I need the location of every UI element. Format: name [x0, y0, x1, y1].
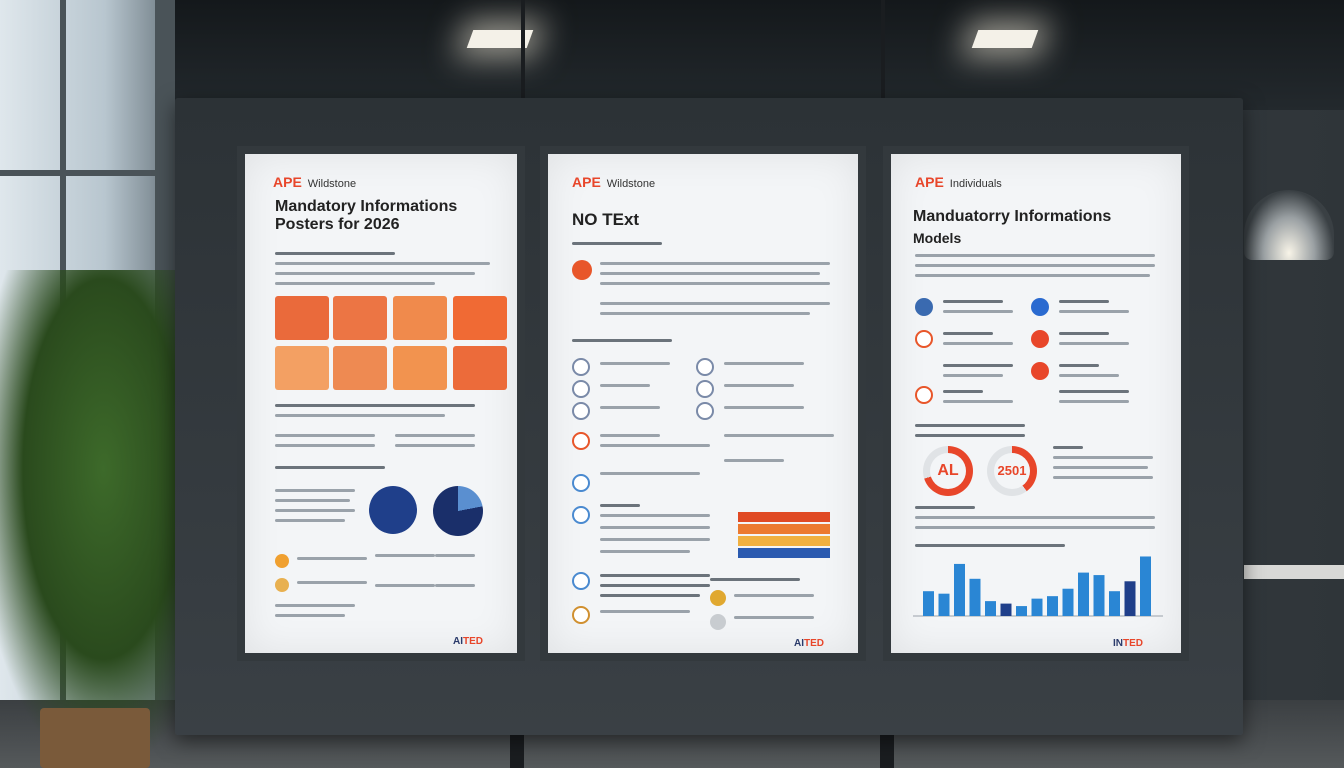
hanging-rod [881, 0, 885, 100]
chart-bar [923, 591, 934, 616]
info-tile [453, 346, 507, 390]
feature-icon [572, 260, 592, 280]
plant-pot [40, 708, 150, 768]
poster-title: NO TExt [572, 210, 640, 229]
chart-bar [1140, 556, 1151, 616]
chart-bar [1016, 606, 1027, 616]
pendant-lamp [1244, 190, 1334, 260]
chart-bar [938, 593, 950, 616]
info-tile [333, 346, 387, 390]
stacked-bar [738, 548, 830, 558]
info-tile [393, 346, 447, 390]
board-stand-leg [880, 735, 894, 768]
footer-logo: INTED [1113, 638, 1143, 649]
chart-bar [954, 563, 965, 616]
chart-bar [1000, 603, 1012, 616]
info-tile [275, 296, 329, 340]
gauge-ring: AL [923, 446, 973, 496]
chart-bar [969, 578, 981, 616]
bar-chart [913, 556, 1163, 617]
footer-logo: AITED [453, 636, 483, 647]
gauge-ring: 2501 [987, 446, 1037, 496]
stacked-bar [738, 536, 830, 546]
chart-bar [985, 601, 996, 616]
poster-title: Manduatorry Informations Models [913, 208, 1112, 247]
poster-frame-2: APE Wildstone NO TExt [540, 146, 866, 661]
background-desk [1244, 565, 1344, 579]
gauge-value: 2501 [994, 453, 1030, 489]
chart-bar [1124, 581, 1136, 616]
ceiling-light [971, 30, 1039, 48]
board-stand-leg [510, 735, 524, 768]
chart-bar [1047, 596, 1058, 616]
chart-bar [1031, 598, 1043, 616]
info-tile [275, 346, 329, 390]
info-tile [453, 296, 507, 340]
stacked-bar [738, 512, 830, 522]
poster-1: APE Wildstone Mandatory Informations Post… [245, 154, 517, 653]
stacked-bar [738, 524, 830, 534]
ceiling [0, 0, 1344, 110]
gauge-value: AL [930, 453, 966, 489]
footer-logo: AITED [794, 638, 824, 649]
chart-bar [1078, 572, 1089, 616]
poster-title: Mandatory Informations Posters for 2026 [275, 198, 458, 234]
chart-bar [1093, 575, 1105, 616]
poster-brand: APE Individuals [915, 174, 1002, 190]
poster-3: APE Individuals Manduatorry Informations … [891, 154, 1181, 653]
info-tile [333, 296, 387, 340]
hanging-rod [521, 0, 525, 100]
chart-bar [1062, 588, 1074, 616]
poster-frame-1: APE Wildstone Mandatory Informations Post… [237, 146, 525, 661]
chart-bar [1109, 591, 1120, 616]
info-tile [393, 296, 447, 340]
poster-brand: APE Wildstone [572, 174, 656, 190]
poster-frame-3: APE Individuals Manduatorry Informations … [883, 146, 1189, 661]
pie-chart [369, 486, 417, 534]
pie-chart [433, 486, 483, 536]
poster-2: APE Wildstone NO TExt [548, 154, 858, 653]
poster-brand: APE Wildstone [273, 174, 357, 190]
